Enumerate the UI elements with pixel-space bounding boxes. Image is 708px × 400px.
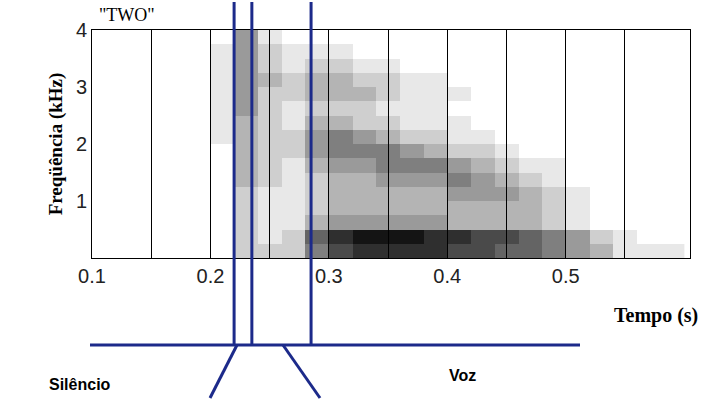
svg-text:3: 3	[76, 76, 87, 98]
svg-text:2: 2	[76, 133, 87, 155]
svg-text:4: 4	[76, 19, 87, 41]
svg-text:0.2: 0.2	[197, 265, 225, 287]
svg-text:Silêncio: Silêncio	[49, 376, 111, 393]
svg-text:0.3: 0.3	[315, 265, 343, 287]
svg-text:Tempo (s): Tempo (s)	[614, 304, 698, 327]
svg-text:"TWO": "TWO"	[99, 5, 155, 25]
svg-text:1: 1	[76, 190, 87, 212]
svg-text:0.4: 0.4	[433, 265, 461, 287]
svg-text:Voz: Voz	[449, 367, 476, 384]
svg-text:0.5: 0.5	[552, 265, 580, 287]
svg-text:0.1: 0.1	[78, 265, 106, 287]
svg-text:Freqüência (kHz): Freqüência (kHz)	[45, 73, 67, 216]
